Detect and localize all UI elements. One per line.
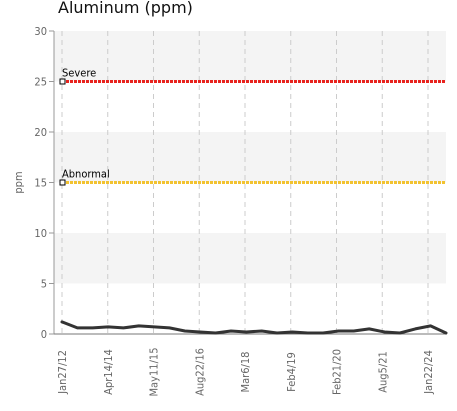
y-tick-label: 30: [34, 25, 47, 38]
y-tick-label: 5: [41, 278, 47, 291]
x-tick-label: Jan27/12: [56, 350, 69, 395]
x-tick-label: May11/15: [148, 348, 161, 397]
x-tick-label: Apr14/14: [102, 349, 115, 395]
y-axis-label: ppm: [12, 171, 25, 193]
chart-title: Aluminum (ppm): [58, 0, 193, 17]
y-tick-label: 0: [41, 328, 47, 341]
grid-band: [54, 233, 446, 284]
x-tick-label: Feb4/19: [285, 352, 298, 392]
x-tick-label: Jan22/24: [422, 350, 435, 395]
y-tick-label: 15: [34, 177, 47, 190]
x-tick-label: Aug22/16: [193, 348, 206, 396]
y-tick-label: 20: [34, 126, 47, 139]
limit-marker: [59, 78, 66, 85]
x-tick-label: Mar6/18: [239, 352, 252, 393]
grid-band: [54, 132, 446, 183]
limit-marker: [59, 179, 66, 186]
limit-label-abnormal: Abnormal: [62, 168, 110, 181]
grid-band: [54, 31, 446, 82]
x-tick-label: Feb21/20: [331, 349, 344, 395]
y-tick-label: 10: [34, 227, 47, 240]
x-tick-label: Aug5/21: [376, 351, 389, 393]
y-tick-label: 25: [34, 76, 47, 89]
data-series-line: [60, 320, 448, 335]
limit-label-severe: Severe: [62, 67, 96, 80]
